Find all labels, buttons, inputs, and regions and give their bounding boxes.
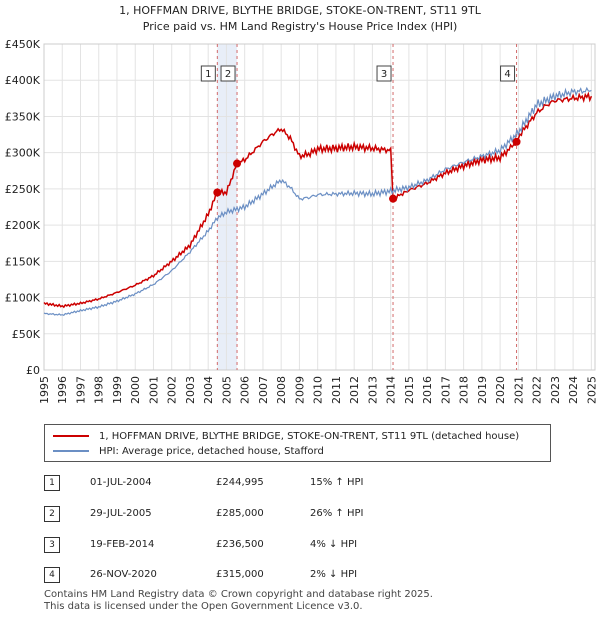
y-tick-label: £250K bbox=[5, 183, 41, 196]
transaction-number: 2 bbox=[44, 506, 60, 522]
sale-labels: 1 2 3 4 bbox=[200, 65, 516, 82]
transaction-price: £315,000 bbox=[216, 569, 264, 580]
x-tick-label: 1997 bbox=[74, 376, 87, 404]
sale-label: 4 bbox=[504, 69, 510, 80]
footer-licence: This data is licensed under the Open Gov… bbox=[44, 601, 363, 612]
x-tick-label: 2012 bbox=[348, 376, 361, 404]
grid bbox=[43, 43, 596, 371]
transaction-hpi: 26% ↑ HPI bbox=[310, 508, 364, 519]
x-tick-label: 2002 bbox=[166, 376, 179, 404]
sale-label: 1 bbox=[205, 69, 211, 80]
transaction-price: £244,995 bbox=[216, 477, 264, 488]
legend-item-property: 1, HOFFMAN DRIVE, BLYTHE BRIDGE, STOKE-O… bbox=[53, 429, 519, 443]
y-tick-label: £300K bbox=[5, 147, 41, 160]
y-tick-label: £0 bbox=[26, 364, 40, 377]
x-tick-label: 2009 bbox=[293, 376, 306, 404]
price-chart: 1, HOFFMAN DRIVE, BLYTHE BRIDGE, STOKE-O… bbox=[5, 4, 599, 404]
sale-label: 3 bbox=[381, 69, 387, 80]
x-axis: 1995 1996 1997 1998 1999 2000 2001 2002 2003 2004… bbox=[38, 376, 598, 404]
x-tick-label: 2025 bbox=[585, 376, 598, 404]
transaction-row: 2 29-JUL-2005 £285,000 26% ↑ HPI bbox=[44, 506, 384, 524]
y-tick-label: £200K bbox=[5, 219, 41, 232]
sale-label-box bbox=[376, 65, 392, 82]
legend-hpi-swatch bbox=[53, 450, 89, 452]
property-price-line bbox=[43, 91, 593, 309]
sale-point bbox=[213, 188, 222, 197]
x-tick-label: 2013 bbox=[366, 376, 379, 404]
plot-area bbox=[44, 44, 595, 370]
x-tick-label: 2006 bbox=[239, 376, 252, 404]
legend: 1, HOFFMAN DRIVE, BLYTHE BRIDGE, STOKE-O… bbox=[44, 424, 551, 462]
x-tick-label: 2001 bbox=[147, 376, 160, 404]
chart-subtitle: Price paid vs. HM Land Registry's House … bbox=[143, 20, 458, 33]
y-tick-label: £50K bbox=[12, 328, 41, 341]
transaction-number: 3 bbox=[44, 537, 60, 553]
y-axis: £0 £50K £100K £150K £200K £250K £300K £350K £400… bbox=[5, 38, 41, 377]
transaction-number: 1 bbox=[44, 475, 60, 491]
sale-point bbox=[233, 159, 242, 168]
transaction-date: 01-JUL-2004 bbox=[90, 477, 152, 488]
footer: Contains HM Land Registry data © Crown c… bbox=[44, 589, 433, 613]
legend-hpi-label: HPI: Average price, detached house, Staf… bbox=[99, 445, 324, 457]
sale-label-box bbox=[200, 65, 216, 82]
hpi-line bbox=[43, 86, 592, 317]
x-tick-label: 2017 bbox=[439, 376, 452, 404]
x-tick-label: 2016 bbox=[421, 376, 434, 404]
transaction-row: 1 01-JUL-2004 £244,995 15% ↑ HPI bbox=[44, 475, 384, 493]
sale-highlight-bands bbox=[217, 44, 238, 370]
sale-label: 2 bbox=[225, 69, 231, 80]
sale-point bbox=[512, 137, 521, 146]
sale-band-highlight bbox=[217, 44, 238, 370]
chart-title: 1, HOFFMAN DRIVE, BLYTHE BRIDGE, STOKE-O… bbox=[119, 4, 482, 17]
transaction-row: 4 26-NOV-2020 £315,000 2% ↓ HPI bbox=[44, 567, 384, 585]
x-tick-label: 2023 bbox=[549, 376, 562, 404]
x-tick-label: 2004 bbox=[202, 376, 215, 404]
x-tick-label: 2021 bbox=[512, 376, 525, 404]
x-tick-label: 2014 bbox=[385, 376, 398, 404]
footer-copyright: Contains HM Land Registry data © Crown c… bbox=[44, 589, 433, 600]
x-tick-label: 1996 bbox=[56, 376, 69, 404]
y-tick-label: £400K bbox=[5, 74, 41, 87]
x-tick-label: 2015 bbox=[403, 376, 416, 404]
transaction-hpi: 15% ↑ HPI bbox=[310, 477, 364, 488]
x-tick-label: 2007 bbox=[257, 376, 270, 404]
transaction-hpi: 2% ↓ HPI bbox=[310, 569, 358, 580]
x-tick-label: 2020 bbox=[494, 376, 507, 404]
x-tick-label: 2018 bbox=[458, 376, 471, 404]
x-tick-label: 1998 bbox=[93, 376, 106, 404]
transaction-date: 26-NOV-2020 bbox=[90, 569, 157, 580]
transaction-date: 19-FEB-2014 bbox=[90, 539, 155, 550]
x-tick-label: 2024 bbox=[567, 376, 580, 404]
transaction-number: 4 bbox=[44, 567, 60, 583]
x-tick-label: 2022 bbox=[531, 376, 544, 404]
y-tick-label: £350K bbox=[5, 110, 41, 123]
y-tick-label: £450K bbox=[5, 38, 41, 51]
x-tick-label: 2000 bbox=[129, 376, 142, 404]
x-tick-label: 2019 bbox=[476, 376, 489, 404]
x-tick-label: 1999 bbox=[111, 376, 124, 404]
transaction-hpi: 4% ↓ HPI bbox=[310, 539, 358, 550]
x-tick-label: 2010 bbox=[312, 376, 325, 404]
sale-label-box bbox=[500, 65, 516, 82]
series-layer bbox=[43, 86, 593, 317]
x-tick-label: 2005 bbox=[220, 376, 233, 404]
transaction-price: £236,500 bbox=[216, 539, 264, 550]
transaction-price: £285,000 bbox=[216, 508, 264, 519]
x-tick-label: 2011 bbox=[330, 376, 343, 404]
sale-label-box bbox=[220, 65, 236, 82]
plot-border bbox=[43, 43, 596, 371]
x-tick-label: 1995 bbox=[38, 376, 51, 404]
sale-point bbox=[389, 194, 398, 203]
transaction-row: 3 19-FEB-2014 £236,500 4% ↓ HPI bbox=[44, 537, 384, 555]
y-tick-label: £150K bbox=[5, 255, 41, 268]
legend-property-swatch bbox=[53, 435, 89, 437]
transaction-date: 29-JUL-2005 bbox=[90, 508, 152, 519]
sale-points bbox=[213, 137, 521, 203]
x-tick-label: 2008 bbox=[275, 376, 288, 404]
legend-item-hpi: HPI: Average price, detached house, Staf… bbox=[53, 444, 324, 458]
x-tick-label: 2003 bbox=[184, 376, 197, 404]
y-tick-label: £100K bbox=[5, 292, 41, 305]
legend-property-label: 1, HOFFMAN DRIVE, BLYTHE BRIDGE, STOKE-O… bbox=[99, 430, 520, 442]
